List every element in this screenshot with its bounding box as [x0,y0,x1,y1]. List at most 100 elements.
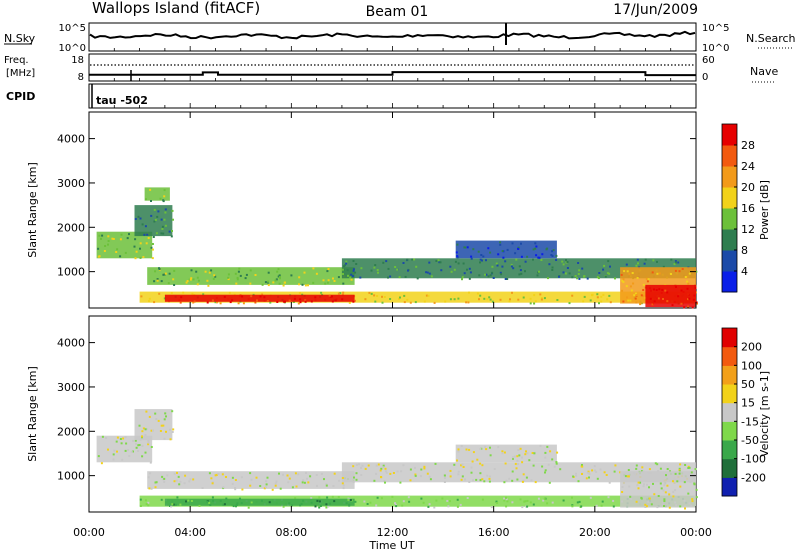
echo-cell [144,428,147,431]
echo-cell [577,273,580,275]
echo-cell [551,458,554,461]
echo-cell [187,499,190,502]
echo-cell [97,247,100,250]
echo-cell [462,262,465,265]
echo-cell [163,418,166,421]
echo-cell [535,245,538,248]
echo-cell [353,299,356,302]
echo-cell [244,277,247,280]
echo-cell [115,440,118,443]
echo-cell [496,501,499,504]
echo-cell [571,505,574,508]
echo-cell [457,450,460,453]
echo-cell [499,243,502,246]
echo-cell [288,477,291,480]
echo-cell [609,265,611,268]
echo-cell [574,275,577,277]
echo-cell [227,278,230,281]
echo-cell [228,291,231,294]
echo-region [139,291,697,303]
echo-cell [425,294,428,297]
freq-tick-top: 18 [71,55,84,66]
echo-cell [162,273,165,276]
echo-cell [534,481,537,484]
frequency-line [89,71,696,77]
echo-cell [564,272,567,275]
echo-cell [341,482,344,485]
echo-cell [663,482,666,485]
echo-cell [364,298,367,301]
echo-cell [622,278,625,281]
echo-cell [160,218,163,221]
echo-cell [434,462,437,465]
echo-cell [177,475,180,478]
echo-cell [463,272,466,275]
echo-cell [646,483,648,486]
echo-cell [302,479,305,482]
echo-cell [196,283,199,286]
echo-cell [287,481,290,484]
velocity-colorbar: 200 100 50 15 -15 -50 -100 -200 [721,327,766,497]
echo-cell [516,478,519,481]
echo-cell [517,246,520,249]
cpid-value: tau -502 [96,94,148,107]
echo-cell [606,272,609,275]
echo-cell [561,260,564,263]
echo-cell [475,478,478,481]
echo-cell [466,246,469,249]
colorbar-segment [722,328,737,348]
echo-cell [172,218,174,221]
echo-cell [621,289,624,292]
echo-cell [332,485,335,487]
echo-cell [514,462,517,465]
echo-cell [304,299,307,302]
echo-cell [138,424,141,427]
echo-cell [460,464,463,467]
echo-cell [652,259,655,262]
echo-cell [623,270,626,273]
echo-cell [282,284,285,287]
colorbar-tick-label: -15 [741,415,759,428]
echo-cell [530,479,533,482]
echo-cell [600,504,603,507]
echo-cell [100,237,102,240]
echo-cell [683,306,686,309]
echo-cell [641,466,644,469]
echo-cell [179,503,182,506]
echo-cell [670,273,672,275]
echo-cell [492,277,495,279]
echo-cell [162,232,165,235]
echo-cell [423,467,426,470]
echo-cell [576,501,579,504]
echo-cell [674,260,677,263]
echo-cell [322,279,325,282]
echo-cell [435,499,438,502]
echo-cell [184,474,187,477]
echo-cell [435,260,438,262]
echo-cell [479,472,482,475]
echo-cell [450,270,453,273]
echo-cell [137,215,140,218]
echo-cell [387,267,390,270]
echo-cell [672,495,675,498]
echo-cell [534,247,537,250]
echo-cell [105,437,108,439]
echo-cell [286,474,289,477]
echo-cell [501,265,504,268]
echo-cell [487,275,490,278]
echo-cell [414,301,417,304]
echo-cell [185,500,187,503]
echo-cell [355,463,358,466]
echo-cell [543,297,546,300]
echo-cell [583,275,585,278]
echo-cell [511,242,514,245]
y-tick-label: 1000 [57,470,85,483]
echo-cell [460,445,463,447]
echo-cell [505,498,508,501]
echo-cell [380,467,383,470]
echo-cell [646,280,649,283]
echo-cell [602,268,605,271]
echo-cell [190,277,193,280]
echo-cell [422,501,425,504]
echo-cell [301,481,304,484]
